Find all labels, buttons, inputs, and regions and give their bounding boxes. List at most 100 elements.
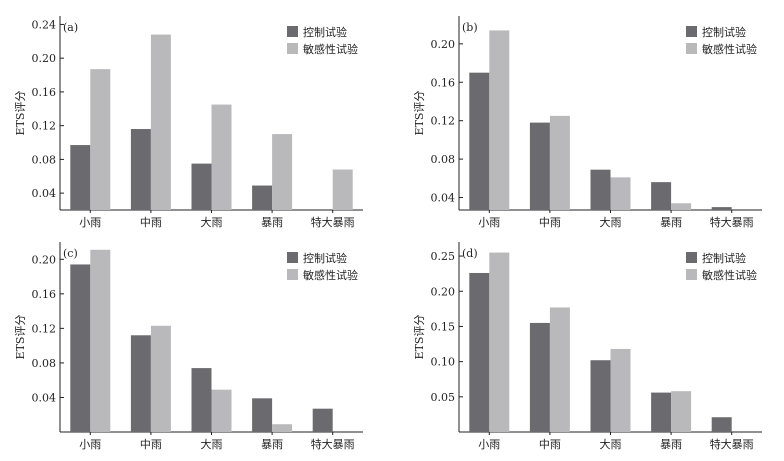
legend-label: 控制试验	[303, 25, 347, 39]
bar-sensitivity	[90, 249, 111, 432]
y-tick-label: 0.20	[32, 52, 57, 65]
x-tick-label: 特大暴雨	[710, 215, 754, 229]
x-tick-label: 小雨	[79, 438, 101, 451]
y-tick-label: 0.04	[431, 192, 456, 205]
y-tick-label: 0.24	[32, 18, 57, 31]
x-tick-label: 大雨	[201, 437, 223, 451]
bar-control	[651, 392, 672, 432]
bar-sensitivity	[272, 134, 293, 210]
x-tick-label: 大雨	[600, 215, 622, 229]
legend-swatch	[287, 252, 298, 263]
bar-sensitivity	[671, 391, 692, 432]
x-tick-label: 暴雨	[660, 216, 682, 229]
bar-sensitivity	[150, 325, 171, 432]
y-axis-title: ETS评分	[413, 91, 426, 136]
bar-sensitivity	[272, 424, 293, 432]
chart-panel-1: 0.04 0.08 0.12 0.16 0.20 0.24 ETS评分 (a) 小雨 中雨 大雨 暴雨…	[14, 16, 363, 229]
x-tick-label: 特大暴雨	[311, 437, 355, 451]
y-tick-label: 0.16	[32, 288, 57, 301]
bar-control	[130, 335, 151, 432]
bar-sensitivity	[549, 115, 570, 210]
bar-sensitivity	[150, 34, 171, 211]
y-tick-label: 0.08	[431, 153, 456, 166]
legend-swatch	[686, 43, 697, 54]
x-tick-label: 中雨	[539, 216, 561, 229]
bar-control	[252, 185, 273, 210]
legend-label: 敏感性试验	[702, 42, 757, 56]
x-tick-label: 特大暴雨	[710, 437, 754, 451]
x-tick-label: 暴雨	[660, 438, 682, 451]
y-tick-label: 0.16	[431, 76, 456, 89]
x-tick-label: 暴雨	[261, 438, 283, 451]
bar-control	[191, 163, 212, 210]
bar-control	[469, 272, 490, 432]
y-tick-label: 0.20	[431, 285, 456, 298]
legend-swatch	[287, 26, 298, 37]
y-tick-label: 0.16	[32, 86, 57, 99]
bar-sensitivity	[90, 69, 111, 210]
x-tick-label: 中雨	[140, 438, 162, 451]
bar-control	[590, 360, 611, 432]
legend-swatch	[686, 252, 697, 263]
y-tick-label: 0.12	[431, 115, 456, 128]
bar-sensitivity	[610, 177, 631, 210]
y-axis-title: ETS评分	[413, 315, 426, 360]
bar-sensitivity	[489, 30, 510, 210]
bar-control	[469, 72, 490, 211]
bar-control	[529, 122, 550, 210]
panel-label: (d)	[462, 247, 478, 260]
bar-control	[252, 398, 273, 432]
panel-label: (c)	[63, 247, 78, 260]
bar-control	[70, 145, 91, 210]
legend-swatch	[686, 26, 697, 37]
chart-panel-2: 0.04 0.08 0.12 0.16 0.20 ETS评分 (b) 小雨 中雨 大雨 暴雨 特大暴雨…	[413, 16, 762, 229]
legend-label: 敏感性试验	[303, 268, 358, 282]
x-tick-label: 中雨	[140, 216, 162, 229]
legend-swatch	[287, 43, 298, 54]
y-tick-label: 0.25	[431, 250, 456, 263]
bar-control	[312, 408, 333, 432]
y-tick-label: 0.20	[431, 38, 456, 51]
x-tick-label: 大雨	[201, 215, 223, 229]
bar-sensitivity	[671, 203, 692, 210]
legend-label: 敏感性试验	[702, 268, 757, 282]
bar-sensitivity	[610, 348, 631, 432]
x-tick-label: 中雨	[539, 438, 561, 451]
y-axis-title: ETS评分	[14, 91, 27, 136]
legend-label: 控制试验	[702, 25, 746, 39]
bar-sensitivity	[211, 104, 232, 210]
bar-control	[711, 207, 732, 210]
y-axis-title: ETS评分	[14, 315, 27, 360]
legend-label: 控制试验	[303, 251, 347, 265]
x-tick-label: 小雨	[478, 216, 500, 229]
bar-sensitivity	[549, 307, 570, 432]
legend-label: 敏感性试验	[303, 42, 358, 56]
x-tick-label: 特大暴雨	[311, 215, 355, 229]
bar-control	[711, 417, 732, 432]
bar-control	[130, 129, 151, 210]
bar-sensitivity	[332, 169, 353, 210]
y-tick-label: 0.04	[32, 391, 57, 404]
bar-control	[651, 182, 672, 210]
legend-swatch	[287, 269, 298, 280]
bar-control	[70, 264, 91, 432]
x-tick-label: 大雨	[600, 437, 622, 451]
y-tick-label: 0.15	[431, 320, 456, 333]
y-tick-label: 0.10	[431, 356, 456, 369]
y-tick-label: 0.08	[32, 357, 57, 370]
panel-label: (b)	[462, 21, 478, 34]
bar-control	[191, 368, 212, 432]
y-tick-label: 0.12	[32, 322, 57, 335]
x-tick-label: 暴雨	[261, 216, 283, 229]
legend-label: 控制试验	[702, 251, 746, 265]
y-tick-label: 0.12	[32, 120, 57, 133]
bar-control	[590, 169, 611, 210]
bar-sensitivity	[211, 389, 232, 432]
y-tick-label: 0.04	[32, 187, 57, 200]
y-tick-label: 0.05	[431, 391, 456, 404]
x-tick-label: 小雨	[478, 438, 500, 451]
panel-label: (a)	[63, 21, 78, 34]
chart-panel-4: 0.05 0.10 0.15 0.20 0.25 ETS评分 (d) 小雨 中雨 大雨 暴雨 特大暴雨…	[413, 242, 762, 451]
bar-sensitivity	[489, 252, 510, 432]
